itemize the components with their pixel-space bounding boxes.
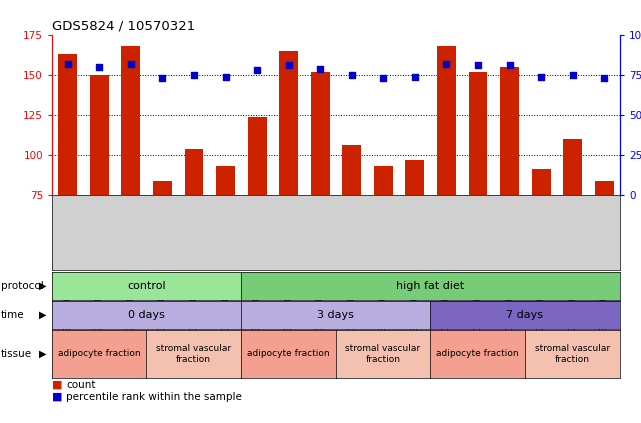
Text: ▶: ▶ bbox=[39, 349, 47, 359]
Text: adipocyte fraction: adipocyte fraction bbox=[247, 349, 330, 359]
Point bbox=[221, 73, 231, 80]
Text: high fat diet: high fat diet bbox=[396, 281, 465, 291]
Text: control: control bbox=[127, 281, 166, 291]
Bar bbox=[58, 54, 78, 195]
Bar bbox=[311, 72, 329, 195]
Bar bbox=[500, 67, 519, 195]
Text: GDS5824 / 10570321: GDS5824 / 10570321 bbox=[52, 20, 196, 33]
Text: ▶: ▶ bbox=[39, 281, 47, 291]
Bar bbox=[216, 166, 235, 195]
Bar bbox=[405, 160, 424, 195]
Point bbox=[157, 75, 167, 82]
Text: stromal vascular
fraction: stromal vascular fraction bbox=[156, 344, 231, 364]
Point bbox=[94, 63, 104, 70]
Text: protocol: protocol bbox=[1, 281, 44, 291]
Point bbox=[599, 75, 610, 82]
Bar bbox=[595, 181, 613, 195]
Text: count: count bbox=[66, 380, 96, 390]
Point bbox=[189, 71, 199, 78]
Point bbox=[315, 65, 326, 72]
Text: 7 days: 7 days bbox=[506, 310, 544, 320]
Point bbox=[473, 62, 483, 69]
Point bbox=[347, 71, 357, 78]
Point bbox=[63, 60, 73, 67]
Text: adipocyte fraction: adipocyte fraction bbox=[58, 349, 140, 359]
Bar bbox=[342, 146, 362, 195]
Text: percentile rank within the sample: percentile rank within the sample bbox=[66, 392, 242, 402]
Text: 3 days: 3 days bbox=[317, 310, 354, 320]
Bar bbox=[279, 51, 298, 195]
Text: time: time bbox=[1, 310, 24, 320]
Text: stromal vascular
fraction: stromal vascular fraction bbox=[345, 344, 420, 364]
Text: adipocyte fraction: adipocyte fraction bbox=[436, 349, 519, 359]
Bar bbox=[153, 181, 172, 195]
Text: ■: ■ bbox=[52, 380, 63, 390]
Bar bbox=[121, 46, 140, 195]
Bar bbox=[90, 75, 109, 195]
Point bbox=[504, 62, 515, 69]
Point bbox=[410, 73, 420, 80]
Point bbox=[441, 60, 451, 67]
Bar bbox=[374, 166, 393, 195]
Point bbox=[536, 73, 546, 80]
Text: tissue: tissue bbox=[1, 349, 32, 359]
Point bbox=[126, 60, 136, 67]
Text: 0 days: 0 days bbox=[128, 310, 165, 320]
Text: stromal vascular
fraction: stromal vascular fraction bbox=[535, 344, 610, 364]
Bar bbox=[185, 148, 203, 195]
Bar bbox=[563, 139, 582, 195]
Point bbox=[567, 71, 578, 78]
Text: ▶: ▶ bbox=[39, 310, 47, 320]
Text: ■: ■ bbox=[52, 392, 63, 402]
Point bbox=[283, 62, 294, 69]
Point bbox=[378, 75, 388, 82]
Bar bbox=[469, 72, 487, 195]
Point bbox=[252, 67, 262, 74]
Bar bbox=[531, 169, 551, 195]
Bar bbox=[437, 46, 456, 195]
Bar bbox=[247, 117, 267, 195]
